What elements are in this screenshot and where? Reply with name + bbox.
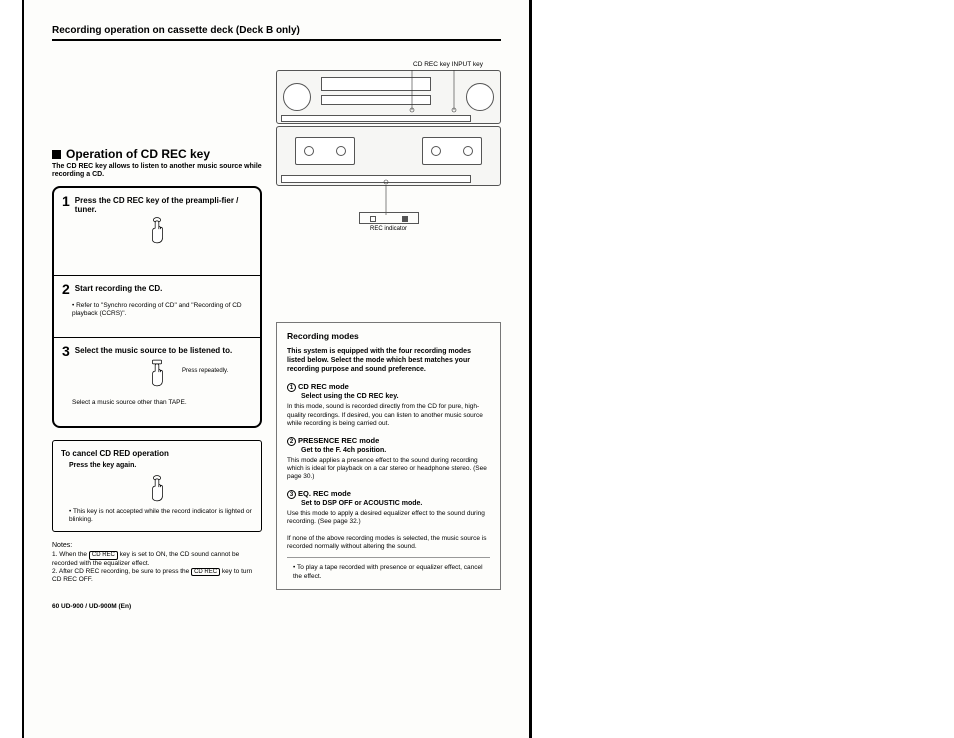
- mode-3: 3EQ. REC mode Set to DSP OFF or ACOUSTIC…: [287, 489, 490, 526]
- manual-page: Recording operation on cassette deck (De…: [22, 0, 532, 738]
- operation-title: Operation of CD REC key: [52, 147, 262, 161]
- page-number-text: 60 UD-900 / UD-900M (En): [52, 603, 131, 610]
- recording-modes-box: Recording modes This system is equipped …: [276, 322, 501, 590]
- modes-bullet: To play a tape recorded with presence or…: [287, 564, 490, 581]
- step-note: Refer to "Synchro recording of CD" and "…: [62, 302, 252, 318]
- modes-intro: This system is equipped with the four re…: [287, 347, 490, 374]
- cassette-unit: [276, 126, 501, 186]
- step-footer: Select a music source other than TAPE.: [62, 399, 252, 407]
- modes-title: Recording modes: [287, 331, 490, 342]
- page-header: Recording operation on cassette deck (De…: [52, 25, 501, 41]
- mode-3-body: Use this mode to apply a desired equaliz…: [287, 510, 490, 526]
- step-title: Start recording the CD.: [75, 282, 163, 294]
- mode-1-body: In this mode, sound is recorded directly…: [287, 403, 490, 427]
- cassette-b-icon: [422, 137, 482, 165]
- hand-press-icon: [146, 473, 168, 503]
- cancel-title: To cancel CD RED operation: [61, 449, 253, 458]
- left-column: Operation of CD REC key The CD REC key a…: [52, 61, 262, 610]
- step-number: 2: [62, 282, 70, 296]
- hand-diagram: [62, 215, 252, 250]
- divider: [287, 557, 490, 558]
- display-icon: [321, 77, 431, 91]
- operation-title-text: Operation of CD REC key: [66, 147, 210, 161]
- reel-icon: [431, 146, 441, 156]
- knob-icon: [466, 83, 494, 111]
- indicator-led-icon: [402, 216, 408, 222]
- reel-icon: [463, 146, 473, 156]
- hand-press-icon: [146, 358, 168, 388]
- buttons-row-icon: [321, 95, 431, 105]
- diagram-top-labels: CD REC key INPUT key: [276, 61, 501, 68]
- step-number: 3: [62, 344, 70, 358]
- indicator-led-icon: [370, 216, 376, 222]
- mode-3-head: EQ. REC mode: [298, 489, 351, 498]
- mode-1-head: CD REC mode: [298, 382, 349, 391]
- key-cdrec-icon: CD REC: [191, 568, 220, 577]
- key-cdrec-icon: CD REC: [89, 551, 118, 560]
- rec-indicator-label: REC indicator: [276, 226, 501, 232]
- page-number: 60 UD-900 / UD-900M (En): [52, 603, 262, 610]
- step-2: 2 Start recording the CD. Refer to "Sync…: [54, 276, 260, 338]
- step-3: 3 Select the music source to be listened…: [54, 338, 260, 426]
- cancel-box: To cancel CD RED operation Press the key…: [52, 440, 262, 533]
- rec-indicator-box: [359, 212, 419, 224]
- hand-press-icon: [146, 215, 168, 245]
- content-columns: Operation of CD REC key The CD REC key a…: [52, 61, 501, 610]
- hand-diagram: Press repeatedly.: [62, 358, 252, 393]
- device-diagram: REC indicator: [276, 70, 501, 232]
- press-repeatedly-label: Press repeatedly.: [182, 368, 228, 374]
- bullet-square-icon: [52, 150, 61, 159]
- mode-1-sub: Select using the CD REC key.: [287, 392, 490, 401]
- cancel-note: This key is not accepted while the recor…: [61, 508, 253, 524]
- reel-icon: [304, 146, 314, 156]
- operation-intro: The CD REC key allows to listen to anoth…: [52, 163, 262, 180]
- step-title: Select the music source to be listened t…: [75, 344, 232, 356]
- hand-diagram: [61, 473, 253, 508]
- notes-heading: Notes:: [52, 542, 262, 551]
- right-column: CD REC key INPUT key: [276, 61, 501, 610]
- step-title: Press the CD REC key of the preampli-fie…: [75, 194, 252, 215]
- mode-2-head: PRESENCE REC mode: [298, 436, 379, 445]
- note-1a: 1. When the: [52, 551, 89, 558]
- reel-icon: [336, 146, 346, 156]
- step-1: 1 Press the CD REC key of the preampli-f…: [54, 188, 260, 276]
- buttons-row-icon: [281, 175, 471, 183]
- mode-2: 2PRESENCE REC mode Get to the F. 4ch pos…: [287, 436, 490, 481]
- circle-2-icon: 2: [287, 437, 296, 446]
- knob-icon: [283, 83, 311, 111]
- mode-3-sub: Set to DSP OFF or ACOUSTIC mode.: [287, 499, 490, 508]
- mode-1: 1CD REC mode Select using the CD REC key…: [287, 382, 490, 427]
- spacer: [52, 61, 262, 147]
- note-2a: 2. After CD REC recording, be sure to pr…: [52, 568, 191, 575]
- steps-box: 1 Press the CD REC key of the preampli-f…: [52, 186, 262, 428]
- step-number: 1: [62, 194, 70, 208]
- cancel-press: Press the key again.: [61, 462, 253, 469]
- circle-3-icon: 3: [287, 490, 296, 499]
- modes-tail: If none of the above recording modes is …: [287, 535, 490, 552]
- preamp-unit: [276, 70, 501, 124]
- footnotes: Notes: 1. When the CD REC key is set to …: [52, 542, 262, 584]
- mode-2-sub: Get to the F. 4ch position.: [287, 446, 490, 455]
- mode-2-body: This mode applies a presence effect to t…: [287, 457, 490, 481]
- buttons-row-icon: [281, 115, 471, 122]
- note-1: 1. When the CD REC key is set to ON, the…: [52, 551, 262, 568]
- header-title: Recording operation on cassette deck (De…: [52, 25, 501, 36]
- cassette-a-icon: [295, 137, 355, 165]
- circle-1-icon: 1: [287, 383, 296, 392]
- note-2: 2. After CD REC recording, be sure to pr…: [52, 568, 262, 585]
